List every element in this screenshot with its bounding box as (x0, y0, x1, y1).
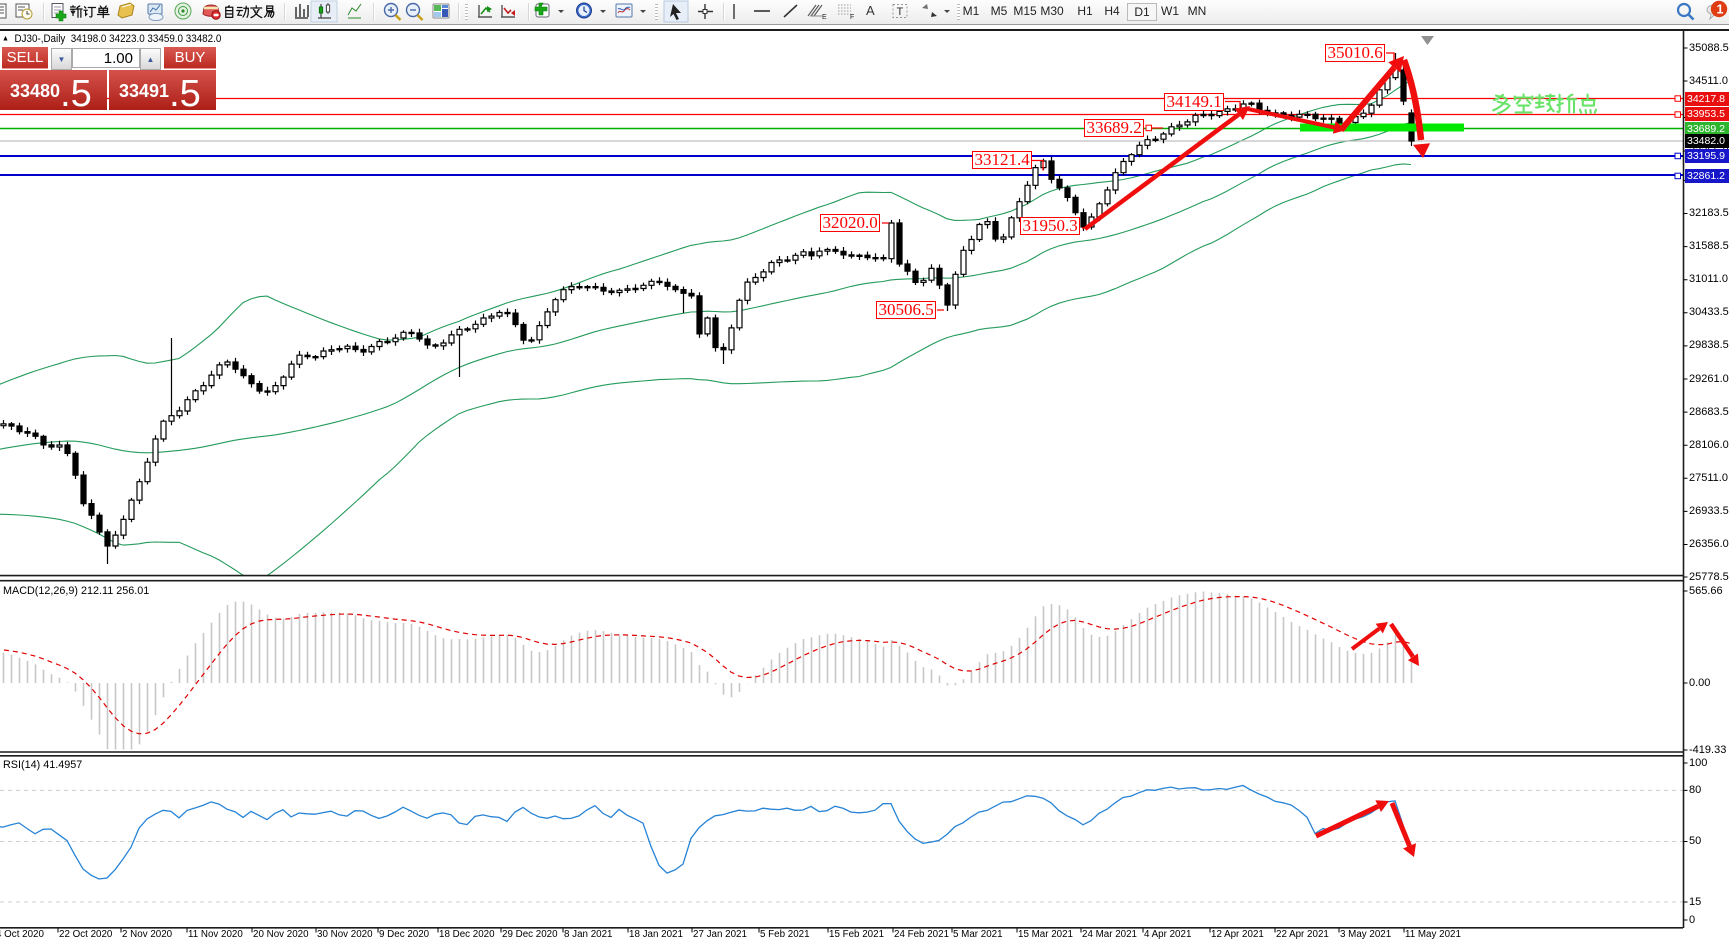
svg-text:1: 1 (1717, 3, 1724, 17)
svg-text:E: E (822, 14, 827, 21)
svg-text:T: T (897, 6, 904, 18)
svg-text:F: F (850, 14, 854, 21)
svg-text:A: A (866, 3, 875, 18)
